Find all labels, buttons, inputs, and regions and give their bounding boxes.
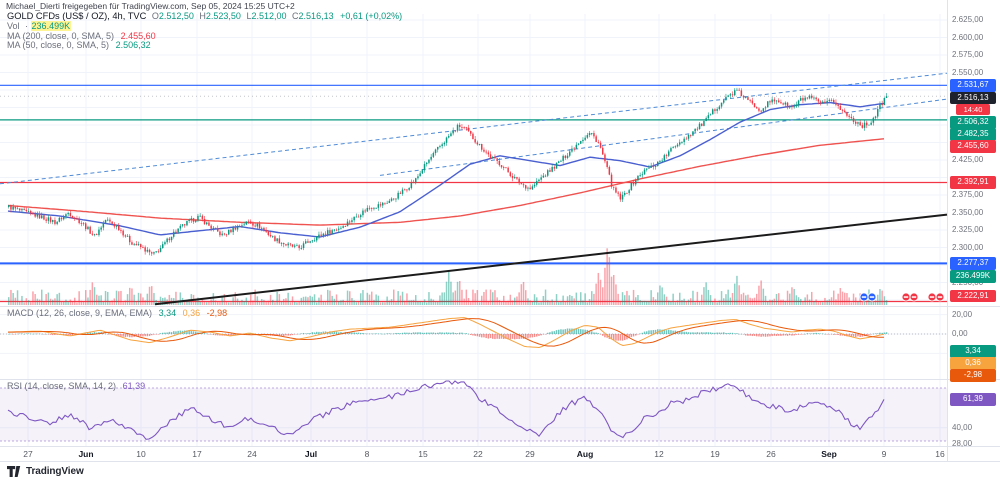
time-axis-tick: 29 — [525, 449, 535, 459]
time-axis-tick: 15 — [418, 449, 428, 459]
volume-label: Vol — [7, 20, 20, 31]
time-axis-tick: 24 — [247, 449, 257, 459]
ma200-value-badge: 2.455,60 — [950, 140, 996, 153]
time-axis-tick: 10 — [136, 449, 146, 459]
ma200-legend-row[interactable]: MA (200, close, 0, SMA, 5) 2.455,60 — [7, 30, 402, 42]
rsi-layer — [7, 380, 885, 440]
level-badge: 2.222,91 — [950, 289, 996, 302]
price-axis-label: 2.375,00 — [952, 190, 984, 199]
time-axis-tick: 19 — [710, 449, 720, 459]
share-watermark: Michael_Dierti freigegeben für TradingVi… — [6, 1, 295, 11]
time-axis-tick: 27 — [23, 449, 33, 459]
last-price-badge: 2.516,13 — [950, 91, 996, 104]
time-axis-tick: 22 — [473, 449, 483, 459]
macd-axis-badge: -2,98 — [950, 369, 996, 382]
volume-separator: · — [25, 20, 29, 31]
resistance-level-badge: 2.531,67 — [950, 79, 996, 92]
candles-layer — [8, 87, 888, 256]
rsi-axis-badge: 61,39 — [950, 393, 996, 406]
time-axis-tick: 17 — [192, 449, 202, 459]
price-axis-label: 2.625,00 — [952, 15, 984, 24]
price-axis[interactable]: 2.625,00 2.600,00 2.575,00 2.550,00 2.425,00… — [948, 0, 1000, 462]
high-label: H — [199, 11, 206, 21]
open-value: 2.512,50 — [158, 11, 194, 21]
price-axis-label: 2.550,00 — [952, 67, 984, 77]
volume-value-badge: 236.499K — [950, 270, 996, 283]
time-axis[interactable]: 27 Jun 10 17 24 Jul 8 15 22 29 Aug 12 19 26 Sep 9 16 — [0, 446, 948, 462]
level-badge: 2.482,35 — [950, 128, 996, 141]
ma50-legend-row[interactable]: MA (50, close, 0, SMA, 5) 2.506,32 — [7, 40, 402, 51]
volume-legend-row[interactable]: Vol · 236.499K — [7, 20, 402, 32]
price-axis-label: 2.425,00 — [952, 155, 984, 164]
time-axis-tick: Aug — [576, 449, 594, 459]
low-label: L — [246, 11, 252, 21]
tradingview-logo-icon[interactable] — [7, 466, 22, 477]
rsi-value: 61,39 — [122, 381, 146, 391]
price-axis-label: 2.575,00 — [952, 50, 984, 59]
rsi-legend-row[interactable]: RSI (14, close, SMA, 14, 2) 61,39 — [7, 381, 146, 392]
rsi-axis-label: 28,00 — [952, 438, 973, 448]
high-value: 2.523,50 — [205, 11, 241, 21]
macd-legend-row[interactable]: MACD (12, 26, close, 9, EMA, EMA) 3,34 0… — [7, 308, 228, 319]
time-axis-tick: 8 — [364, 449, 370, 459]
level-badge: 2.392,91 — [950, 176, 996, 189]
rsi-axis-label: 40,00 — [952, 422, 973, 432]
price-axis-label: 2.300,00 — [952, 242, 984, 252]
time-axis-tick: 9 — [881, 449, 887, 459]
macd-axis-label: 20,00 — [952, 309, 973, 319]
bottom-bar: TradingView — [0, 462, 1000, 481]
ma200-label: MA (200, close, 0, SMA, 5) — [7, 30, 115, 41]
markers-layer — [859, 292, 945, 302]
ma50-value-badge: 2.506,32 — [950, 116, 996, 129]
macd-line-value: 0,36 — [182, 308, 201, 318]
time-axis-tick: Jun — [78, 449, 94, 459]
ma200-value: 2.455,60 — [120, 30, 156, 41]
price-axis-label: 2.325,00 — [952, 225, 984, 234]
volume-value: 236.499K — [30, 20, 72, 31]
ma50-value: 2.506,32 — [115, 40, 151, 51]
bar-countdown-badge: 14:40 — [956, 104, 990, 115]
macd-axis-badge: 3,34 — [950, 345, 996, 358]
price-axis-label: 2.600,00 — [952, 32, 984, 42]
time-axis-tick: Jul — [304, 449, 318, 459]
rsi-label: RSI (14, close, SMA, 14, 2) — [7, 381, 117, 391]
time-axis-tick: 26 — [766, 449, 776, 459]
change-value: +0,61 (+0,02%) — [340, 11, 403, 21]
level-badge: 2.277,37 — [950, 257, 996, 270]
macd-label: MACD (12, 26, close, 9, EMA, EMA) — [7, 308, 153, 318]
volume-layer — [8, 248, 888, 305]
time-axis-tick: 12 — [654, 449, 664, 459]
chart-legend: GOLD CFDs (US$ / OZ), 4h, TVC O2.512,50 … — [7, 11, 403, 51]
symbol-legend-row[interactable]: GOLD CFDs (US$ / OZ), 4h, TVC O2.512,50 … — [7, 11, 403, 22]
close-label: C — [292, 11, 299, 21]
macd-axis-badge: 0,36 — [950, 357, 996, 370]
trendlines-layer — [0, 72, 948, 306]
ma50-label: MA (50, close, 0, SMA, 5) — [7, 40, 110, 51]
open-label: O — [151, 11, 159, 21]
symbol-title: GOLD CFDs (US$ / OZ), 4h, TVC — [7, 11, 147, 21]
macd-layer — [0, 317, 947, 348]
moving-averages-layer — [7, 101, 885, 238]
rsi-band — [0, 387, 947, 442]
horizontal-lines-layer — [0, 84, 947, 303]
time-axis-tick: Sep — [821, 449, 837, 459]
macd-hist-value: 3,34 — [158, 308, 177, 318]
macd-signal-value: -2,98 — [206, 308, 228, 318]
time-axis-tick: 16 — [935, 449, 945, 459]
low-value: 2.512,00 — [251, 11, 287, 21]
price-axis-label: 2.350,00 — [952, 207, 984, 217]
tradingview-logo-text[interactable]: TradingView — [26, 466, 84, 477]
close-value: 2.516,13 — [298, 11, 334, 21]
macd-axis-label: 0,00 — [952, 329, 968, 338]
